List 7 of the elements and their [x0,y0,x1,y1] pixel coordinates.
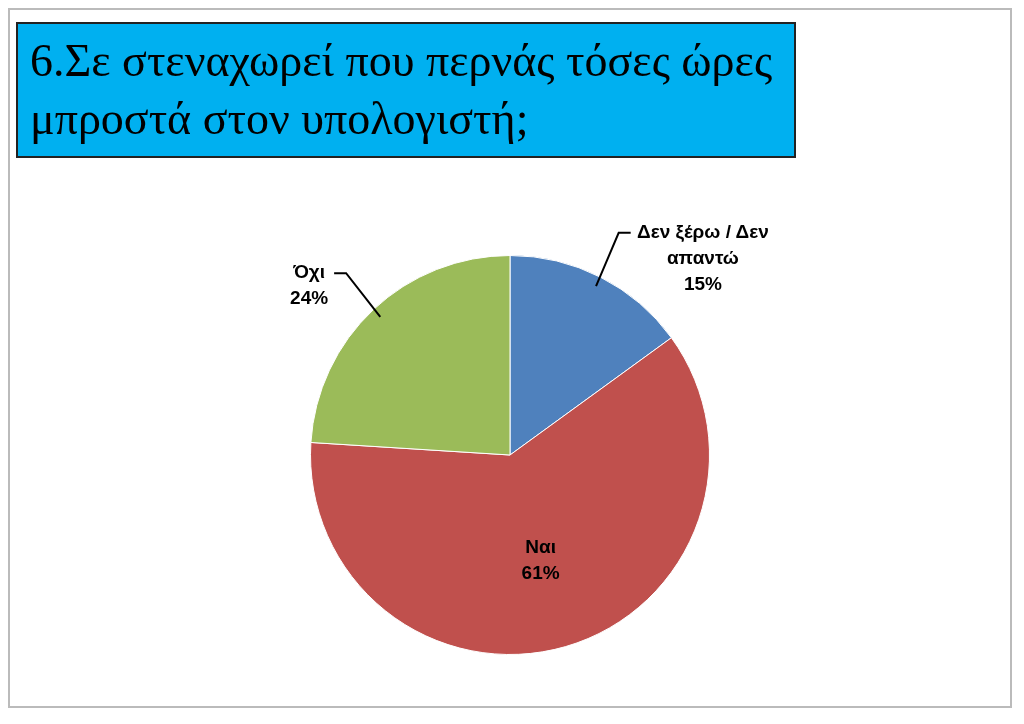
data-label: 15% [683,273,723,295]
slice-label: Όχι [292,261,326,283]
data-label: 24% [290,287,329,309]
data-label: 61% [521,561,560,583]
chart-title: 6.Σε στεναχωρεί που περνάς τόσες ώρες μπροστά στον υπολογιστή; [16,22,796,158]
slice-label: Ναι [525,535,556,557]
slice-label: Δεν ξέρω / Δεν απαντώ [637,221,769,269]
